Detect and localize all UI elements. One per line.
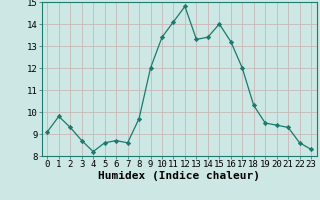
X-axis label: Humidex (Indice chaleur): Humidex (Indice chaleur)	[98, 171, 260, 181]
